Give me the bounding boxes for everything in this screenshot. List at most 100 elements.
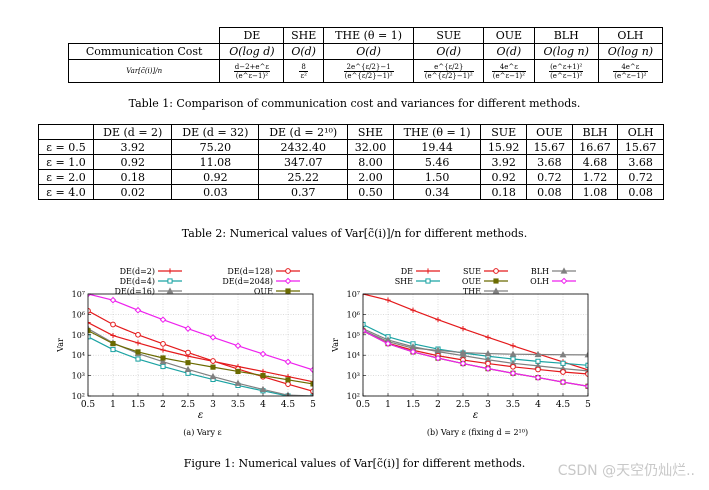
table2-cell: 0.37	[258, 184, 349, 200]
data-point	[285, 381, 291, 388]
x-tick-label: 5	[585, 400, 591, 410]
data-point	[363, 327, 367, 335]
legend-marker	[285, 268, 291, 274]
data-point	[384, 340, 392, 347]
y-tick-label: 10⁶	[72, 310, 85, 319]
data-point	[409, 348, 417, 356]
fraction-denominator: (e^ε−1)²	[614, 71, 647, 80]
subfigure-a-caption: (a) Vary ε	[183, 428, 222, 437]
series-line	[88, 330, 313, 385]
data-point	[159, 358, 167, 365]
table1-cell: O(d)	[283, 43, 324, 60]
table2-cell: 32.00	[347, 139, 394, 155]
fraction-denominator: (e^ε−1)²	[550, 71, 583, 80]
data-point	[134, 306, 142, 314]
x-tick-label: 3	[485, 400, 491, 410]
table2-header-cell: DE (d = 32)	[171, 124, 260, 140]
series-group	[88, 294, 313, 396]
y-tick-label: 10⁵	[347, 331, 360, 340]
data-point	[160, 341, 166, 347]
table2-cell: 1.72	[571, 169, 619, 185]
data-point	[260, 373, 266, 379]
table1-header-cell	[68, 27, 221, 44]
data-point	[459, 360, 467, 367]
data-point	[410, 307, 416, 313]
data-point	[510, 363, 516, 370]
data-point	[484, 349, 492, 357]
table1-var-cell: e^{ε/2} (e^{ε/2}−1)²	[413, 59, 485, 83]
x-axis-label: ε	[198, 410, 203, 421]
table1-comm-row: Communication Cost O(log d) O(d) O(d) O(…	[67, 43, 664, 60]
table2-cell: 4.68	[571, 154, 619, 170]
data-point	[434, 354, 442, 362]
x-tick-label: 1.5	[131, 400, 146, 410]
y-axis-label: Var	[56, 338, 65, 353]
table2-header-cell: SUE	[480, 124, 528, 140]
data-point	[584, 351, 588, 358]
x-tick-label: 2	[160, 400, 166, 410]
fraction: e^{ε/2} (e^{ε/2}−1)²	[423, 63, 474, 80]
watermark: CSDN @天空仍灿烂..	[557, 463, 695, 479]
table2-header-cell: DE (d = 2¹⁰)	[258, 124, 349, 140]
legend-label: SUE	[463, 267, 481, 276]
table2-header-cell: DE (d = 2)	[93, 124, 173, 140]
data-point	[310, 388, 313, 395]
fraction: d−2+e^ε (e^ε−1)²	[233, 62, 271, 80]
x-tick-label: 5	[310, 400, 316, 410]
table2-cell: 16.67	[571, 139, 619, 155]
data-point	[160, 347, 166, 353]
table2-cell: 1.50	[392, 169, 482, 185]
series-line	[363, 329, 588, 356]
fraction-numerator: 2e^{ε/2}−1	[343, 63, 394, 72]
data-point	[110, 332, 116, 339]
fraction-numerator: e^{ε/2}	[423, 63, 474, 72]
data-point	[135, 356, 141, 362]
data-point	[209, 334, 217, 341]
table2-cell: 15.67	[617, 139, 664, 155]
data-point	[284, 358, 292, 366]
data-point	[509, 350, 517, 357]
table1-row-label: Var[c̃(i)]/n	[67, 59, 221, 83]
fraction-denominator: ε²	[300, 71, 307, 80]
fraction-denominator: (e^ε−1)²	[235, 71, 269, 80]
subfigure-b-caption: (b) Vary ε (fixing d = 2¹⁰)	[426, 428, 529, 437]
table1-var-cell: 8 ε²	[283, 59, 324, 83]
fraction: (e^ε+1)² (e^ε−1)²	[549, 63, 584, 80]
fraction: 4e^ε (e^ε−1)²	[491, 63, 526, 80]
x-tick-label: 0.5	[356, 400, 371, 410]
table1-cell: O(d)	[322, 43, 415, 60]
x-tick-label: 2	[435, 400, 441, 410]
data-point	[88, 334, 91, 340]
y-axis-label: Var	[331, 338, 340, 353]
table2-header-cell: BLH	[571, 124, 619, 140]
y-tick-label: 10²	[347, 392, 360, 401]
legend-label: DE	[401, 267, 413, 276]
table1-var-cell: (e^ε+1)² (e^ε−1)²	[533, 59, 599, 83]
x-tick-label: 1	[385, 400, 391, 410]
data-point	[585, 371, 588, 377]
data-point	[259, 385, 267, 393]
legend-label: DE(d=2048)	[222, 277, 273, 286]
table2-cell: 0.92	[93, 154, 173, 170]
data-point	[135, 340, 141, 346]
fraction-numerator: d−2+e^ε	[233, 62, 271, 72]
table1-var-row: Var[c̃(i)]/n d−2+e^ε (e^ε−1)² 8 ε² 2e^{ε/2…	[67, 59, 664, 83]
table1-cell: O(log n)	[597, 43, 664, 60]
legend-label: OLH	[530, 277, 549, 286]
chart-vary-epsilon-fixed-d: 0.5 1 1.5 2 2.5 3 3.5 4 4.5 5 10² 10³ 10⁴ 10⁵ 10⁶ 10⁷ ε V…	[331, 267, 591, 421]
legend-label: DE(d=16)	[115, 287, 156, 296]
fraction-numerator: 4e^ε	[491, 63, 526, 72]
legend-label: OUE	[462, 277, 481, 286]
data-point	[535, 366, 541, 373]
grid	[87, 293, 314, 397]
figure-caption: Figure 1: Numerical values of Var[c̃(i)]…	[183, 457, 526, 470]
series-line	[88, 310, 313, 392]
table2-cell: 0.08	[617, 184, 664, 200]
series-line	[363, 328, 588, 372]
legend-marker	[284, 277, 292, 285]
legend-label: DE(d=128)	[227, 267, 273, 276]
table2-cell: 2432.40	[258, 139, 349, 155]
data-point	[485, 334, 491, 340]
table2-cell: 3.92	[480, 154, 528, 170]
